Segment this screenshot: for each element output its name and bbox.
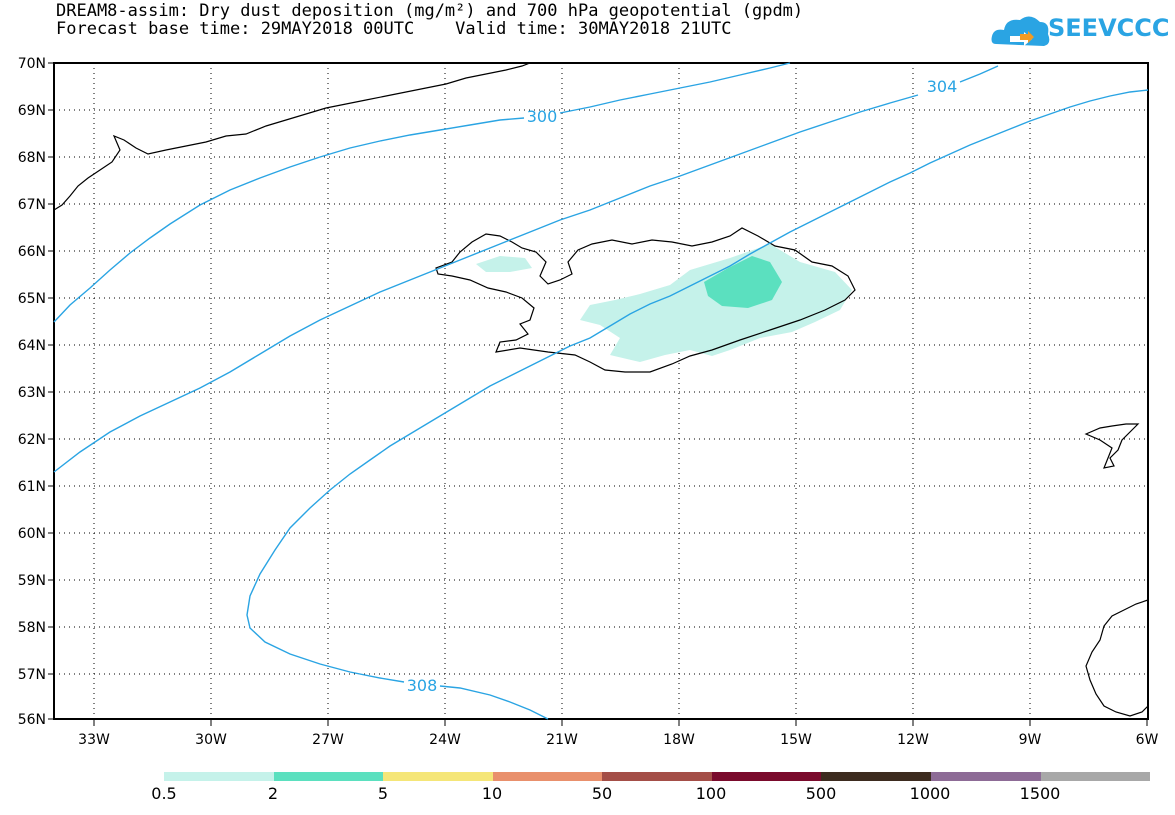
faroe-coastline (1084, 423, 1140, 469)
colorbar-label: 50 (591, 784, 613, 803)
lat-label: 67N (18, 197, 46, 213)
graticule (54, 63, 1148, 719)
colorbar-segment (821, 772, 931, 781)
greenland-coastline (53, 62, 531, 211)
contour-label-300: 300 (527, 107, 558, 126)
lat-label: 61N (18, 479, 46, 495)
lon-label: 12W (897, 732, 929, 748)
contour-304 (53, 65, 999, 473)
coastlines (53, 62, 1149, 717)
dust-medium-area (704, 256, 782, 308)
dust-light-area-west (476, 256, 532, 272)
lon-label: 21W (546, 732, 578, 748)
lat-label: 69N (18, 103, 46, 119)
map-title-line2: Forecast base time: 29MAY2018 00UTC Vali… (56, 19, 732, 39)
colorbar-label: 5 (377, 784, 389, 803)
latitude-labels: 70N 69N 68N 67N 66N 65N 64N 63N 62N 61N … (18, 56, 46, 728)
colorbar-label: 500 (805, 784, 837, 803)
lat-label: 57N (18, 667, 46, 683)
colorbar-segment (164, 772, 274, 781)
lat-label: 65N (18, 291, 46, 307)
lon-label: 24W (429, 732, 461, 748)
lat-label: 56N (18, 712, 46, 728)
colorbar (164, 772, 1151, 781)
contour-label-304: 304 (927, 77, 958, 96)
colorbar-label: 0.5 (151, 784, 177, 803)
dust-light-area (580, 244, 852, 362)
dust-deposition-shading (476, 244, 852, 362)
lat-label: 62N (18, 432, 46, 448)
lon-label: 30W (195, 732, 227, 748)
colorbar-label: 1500 (1019, 784, 1061, 803)
axis-ticks (48, 62, 1148, 726)
logo-text: SEEVCCC (1048, 14, 1170, 42)
lat-label: 64N (18, 338, 46, 354)
iceland-coastline (435, 227, 856, 373)
contour-308 (246, 89, 1149, 720)
colorbar-segment (602, 772, 712, 781)
lat-label: 60N (18, 526, 46, 542)
lat-label: 66N (18, 244, 46, 260)
colorbar-segment (711, 772, 822, 781)
contour-labels: 300 304 308 (407, 77, 958, 695)
colorbar-segment (1040, 772, 1151, 781)
colorbar-segment (273, 772, 384, 781)
colorbar-label: 1000 (909, 784, 951, 803)
map-title-line1: DREAM8-assim: Dry dust deposition (mg/m²… (56, 1, 804, 21)
lon-label: 33W (78, 732, 110, 748)
lat-label: 70N (18, 56, 46, 72)
colorbar-label: 10 (481, 784, 503, 803)
colorbar-label: 2 (267, 784, 279, 803)
lon-label: 18W (663, 732, 695, 748)
lat-label: 59N (18, 573, 46, 589)
lat-label: 58N (18, 620, 46, 636)
lat-label: 68N (18, 150, 46, 166)
lon-label: 15W (780, 732, 812, 748)
lon-label: 9W (1019, 732, 1042, 748)
contour-label-308: 308 (407, 676, 438, 695)
longitude-labels: 33W 30W 27W 24W 21W 18W 15W 12W 9W 6W (78, 732, 1158, 748)
lon-label: 6W (1136, 732, 1159, 748)
lon-label: 27W (312, 732, 344, 748)
lat-label: 63N (18, 385, 46, 401)
colorbar-segment (492, 772, 603, 781)
colorbar-segment (383, 772, 493, 781)
map-frame (53, 62, 1149, 720)
geopotential-contours (53, 62, 1149, 720)
contour-300 (53, 62, 791, 323)
colorbar-label: 100 (695, 784, 727, 803)
scotland-coastline (1085, 599, 1149, 717)
cloud-logo-icon (991, 16, 1050, 46)
colorbar-segment (930, 772, 1041, 781)
